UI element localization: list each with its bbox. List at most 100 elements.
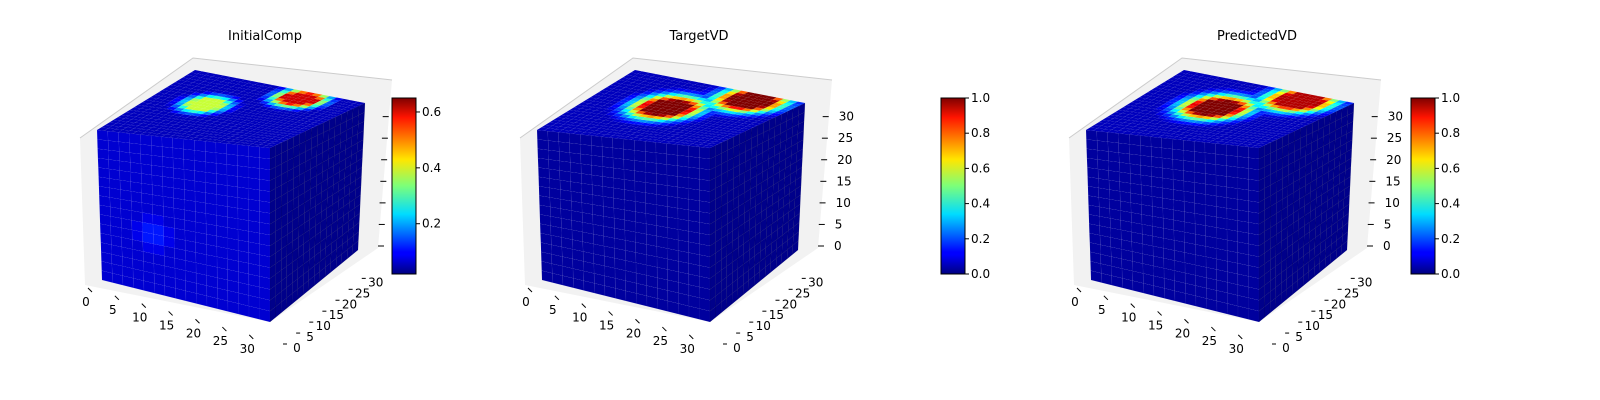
top-face-cell bbox=[642, 91, 654, 95]
front-face-cell bbox=[215, 173, 228, 186]
colorbar-tick-label: 0.0 bbox=[971, 267, 990, 281]
top-face-cell bbox=[1253, 112, 1265, 116]
top-face-cell bbox=[652, 74, 664, 78]
top-face-cell bbox=[1173, 131, 1185, 135]
top-face-cell bbox=[618, 99, 630, 103]
top-face-cell bbox=[236, 81, 248, 86]
top-face-cell bbox=[1238, 139, 1250, 142]
top-face-cell bbox=[1137, 127, 1149, 131]
top-face-cell bbox=[685, 141, 697, 144]
top-face-cell bbox=[659, 117, 671, 121]
top-face-cell bbox=[670, 139, 682, 143]
top-face-cell bbox=[594, 92, 606, 97]
top-face-cell bbox=[675, 108, 687, 112]
top-face-cell bbox=[630, 118, 642, 122]
top-face-cell bbox=[694, 108, 706, 112]
top-face-cell bbox=[254, 127, 266, 131]
top-face-cell bbox=[612, 92, 624, 96]
top-face-cell bbox=[1211, 120, 1223, 124]
top-face-cell bbox=[243, 83, 255, 87]
top-face-cell bbox=[1244, 144, 1256, 148]
top-face-cell bbox=[736, 120, 748, 124]
top-face-cell bbox=[659, 140, 671, 144]
top-face-cell bbox=[687, 126, 699, 130]
top-face-cell bbox=[246, 107, 259, 111]
top-face-cell bbox=[1216, 112, 1228, 116]
top-face-cell bbox=[1306, 100, 1318, 104]
top-face-cell bbox=[1250, 83, 1262, 88]
top-face-cell bbox=[586, 97, 598, 102]
front-face-cell bbox=[226, 206, 239, 220]
top-face-cell bbox=[1181, 80, 1193, 84]
top-face-cell bbox=[627, 115, 639, 119]
top-face-cell bbox=[1176, 109, 1189, 114]
top-face-cell bbox=[1101, 123, 1113, 127]
top-face-cell bbox=[197, 119, 209, 123]
front-face-cell bbox=[580, 173, 593, 186]
top-face-cell bbox=[665, 82, 677, 87]
top-face-cell bbox=[1289, 118, 1301, 122]
top-face-cell bbox=[302, 102, 314, 107]
colorbar-tick-label: 0.6 bbox=[971, 161, 990, 175]
top-face-cell bbox=[1191, 131, 1203, 135]
top-face-cell bbox=[273, 127, 285, 131]
top-face-cell bbox=[786, 105, 798, 109]
top-face-cell bbox=[1324, 106, 1335, 110]
top-face-cell bbox=[606, 126, 618, 130]
top-face-cell bbox=[186, 94, 198, 99]
top-face-cell bbox=[227, 112, 239, 116]
top-face-cell bbox=[1259, 141, 1271, 145]
top-face-cell bbox=[1247, 106, 1259, 110]
top-face-cell bbox=[235, 132, 247, 136]
top-face-cell bbox=[1227, 111, 1240, 115]
top-face-cell bbox=[1127, 123, 1139, 127]
top-face-cell bbox=[710, 99, 722, 104]
top-face-cell bbox=[692, 94, 704, 98]
top-face-cell bbox=[169, 110, 181, 114]
top-face-cell bbox=[595, 128, 607, 132]
top-face-cell bbox=[199, 128, 211, 132]
front-face-cell bbox=[1193, 151, 1206, 164]
top-face-cell bbox=[125, 130, 138, 134]
top-face-cell bbox=[727, 129, 739, 132]
top-face-cell bbox=[258, 125, 270, 129]
top-face-cell bbox=[596, 122, 608, 126]
top-face-cell bbox=[553, 117, 565, 121]
top-face-cell bbox=[1146, 117, 1158, 121]
top-face-cell bbox=[287, 129, 299, 132]
top-face-cell bbox=[1156, 121, 1168, 125]
top-face-cell bbox=[697, 130, 709, 134]
x-tick-mark bbox=[248, 334, 254, 340]
top-face-cell bbox=[1159, 82, 1171, 87]
top-face-cell bbox=[164, 118, 176, 122]
top-face-cell bbox=[1104, 126, 1116, 130]
top-face-cell bbox=[718, 137, 730, 141]
top-face-cell bbox=[257, 135, 269, 138]
top-face-cell bbox=[158, 90, 170, 94]
front-face-cell bbox=[248, 198, 260, 212]
top-face-cell bbox=[1319, 113, 1331, 117]
top-face-cell bbox=[1125, 108, 1138, 112]
top-face-cell bbox=[1253, 136, 1265, 139]
x-tick-mark bbox=[195, 318, 200, 324]
front-face-cell bbox=[237, 186, 249, 200]
front-face-cell bbox=[613, 187, 625, 201]
top-face-cell bbox=[342, 107, 354, 111]
top-face-cell bbox=[193, 73, 206, 78]
top-face-cell bbox=[278, 137, 290, 141]
top-face-cell bbox=[566, 125, 578, 129]
top-face-cell bbox=[253, 132, 265, 136]
front-face-cell bbox=[140, 163, 153, 176]
top-face-cell bbox=[199, 87, 211, 92]
top-face-cell bbox=[664, 109, 676, 113]
top-face-cell bbox=[675, 87, 687, 92]
top-face-cell bbox=[170, 82, 182, 87]
front-face-cell bbox=[677, 144, 689, 157]
top-face-cell bbox=[183, 91, 195, 95]
top-face-cell bbox=[623, 136, 635, 140]
top-face-cell bbox=[262, 123, 274, 127]
top-face-cell bbox=[1274, 116, 1286, 120]
top-face-cell bbox=[683, 128, 695, 132]
top-face-cell bbox=[1139, 116, 1151, 120]
top-face-cell bbox=[140, 132, 152, 136]
